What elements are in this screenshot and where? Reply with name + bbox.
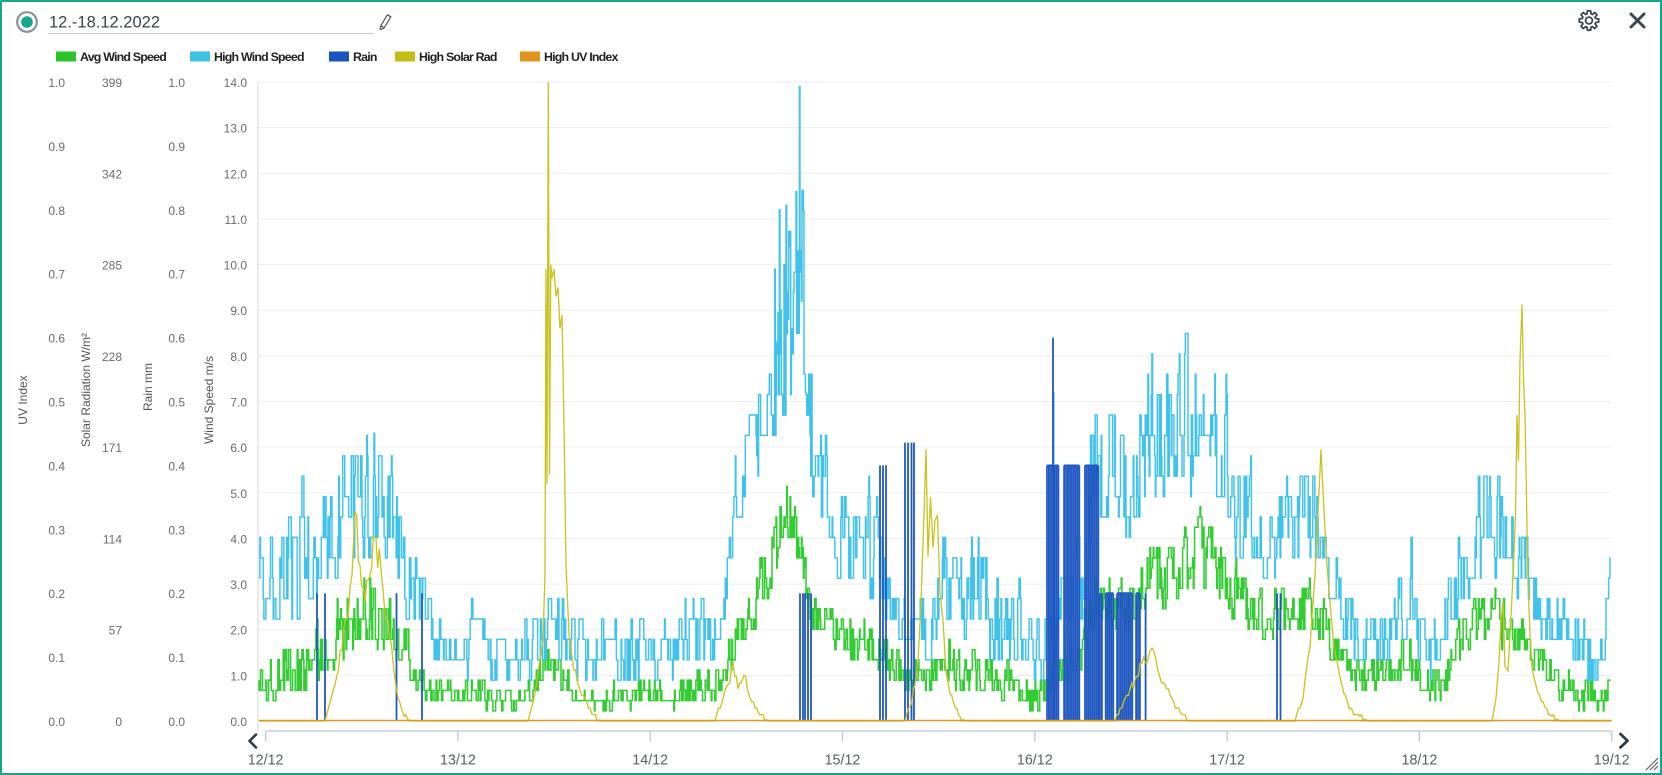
svg-text:0.4: 0.4 bbox=[168, 459, 185, 473]
svg-text:1.0: 1.0 bbox=[48, 76, 65, 90]
svg-text:15/12: 15/12 bbox=[825, 753, 861, 769]
svg-text:17/12: 17/12 bbox=[1209, 753, 1245, 769]
svg-text:1.0: 1.0 bbox=[230, 669, 247, 683]
svg-text:0.5: 0.5 bbox=[48, 396, 65, 410]
svg-text:5.0: 5.0 bbox=[230, 487, 247, 501]
svg-text:2.0: 2.0 bbox=[230, 624, 247, 638]
svg-text:18/12: 18/12 bbox=[1402, 753, 1438, 769]
svg-text:Solar Radiation W/m²: Solar Radiation W/m² bbox=[79, 333, 93, 447]
svg-text:0.0: 0.0 bbox=[230, 715, 247, 729]
svg-text:0.8: 0.8 bbox=[168, 204, 185, 218]
svg-text:7.0: 7.0 bbox=[230, 396, 247, 410]
svg-text:0.0: 0.0 bbox=[168, 715, 185, 729]
svg-text:0.3: 0.3 bbox=[48, 523, 65, 537]
svg-text:285: 285 bbox=[102, 259, 122, 273]
svg-text:UV Index: UV Index bbox=[16, 375, 30, 424]
svg-text:0.0: 0.0 bbox=[48, 715, 65, 729]
svg-text:0: 0 bbox=[115, 715, 122, 729]
svg-text:Wind Speed m/s: Wind Speed m/s bbox=[202, 356, 216, 444]
svg-text:14/12: 14/12 bbox=[632, 753, 668, 769]
svg-text:0.7: 0.7 bbox=[48, 268, 65, 282]
svg-text:9.0: 9.0 bbox=[230, 304, 247, 318]
svg-text:High Solar Rad: High Solar Rad bbox=[419, 50, 497, 64]
svg-text:342: 342 bbox=[102, 167, 122, 181]
svg-text:19/12: 19/12 bbox=[1594, 753, 1630, 769]
svg-text:13.0: 13.0 bbox=[224, 122, 248, 136]
svg-text:0.3: 0.3 bbox=[168, 523, 185, 537]
svg-text:0.9: 0.9 bbox=[168, 140, 185, 154]
svg-text:6.0: 6.0 bbox=[230, 441, 247, 455]
svg-text:0.2: 0.2 bbox=[48, 587, 65, 601]
svg-text:57: 57 bbox=[109, 624, 123, 638]
svg-text:4.0: 4.0 bbox=[230, 532, 247, 546]
svg-text:171: 171 bbox=[102, 441, 122, 455]
svg-text:3.0: 3.0 bbox=[230, 578, 247, 592]
svg-text:0.2: 0.2 bbox=[168, 587, 185, 601]
svg-text:Rain: Rain bbox=[353, 50, 377, 64]
svg-text:0.7: 0.7 bbox=[168, 268, 185, 282]
svg-text:12/12: 12/12 bbox=[248, 753, 284, 769]
svg-text:High Wind Speed: High Wind Speed bbox=[214, 50, 304, 64]
svg-text:High UV Index: High UV Index bbox=[544, 50, 618, 64]
svg-text:12.-18.12.2022: 12.-18.12.2022 bbox=[49, 14, 160, 32]
svg-text:399: 399 bbox=[102, 76, 122, 90]
svg-text:0.6: 0.6 bbox=[168, 332, 185, 346]
svg-text:0.1: 0.1 bbox=[48, 651, 65, 665]
svg-text:Avg Wind Speed: Avg Wind Speed bbox=[80, 50, 166, 64]
svg-text:0.4: 0.4 bbox=[48, 459, 65, 473]
svg-text:11.0: 11.0 bbox=[225, 213, 248, 227]
svg-text:228: 228 bbox=[102, 350, 122, 364]
svg-text:114: 114 bbox=[103, 532, 122, 546]
svg-text:1.0: 1.0 bbox=[168, 76, 185, 90]
svg-text:14.0: 14.0 bbox=[224, 76, 248, 90]
svg-text:0.6: 0.6 bbox=[48, 332, 65, 346]
svg-text:0.8: 0.8 bbox=[48, 204, 65, 218]
svg-text:8.0: 8.0 bbox=[230, 350, 247, 364]
svg-text:16/12: 16/12 bbox=[1017, 753, 1053, 769]
svg-text:13/12: 13/12 bbox=[440, 753, 476, 769]
svg-text:Rain mm: Rain mm bbox=[141, 363, 155, 411]
svg-text:10.0: 10.0 bbox=[224, 259, 248, 273]
svg-text:12.0: 12.0 bbox=[224, 167, 248, 181]
svg-text:0.1: 0.1 bbox=[168, 651, 185, 665]
svg-text:0.5: 0.5 bbox=[168, 396, 185, 410]
svg-text:0.9: 0.9 bbox=[48, 140, 65, 154]
